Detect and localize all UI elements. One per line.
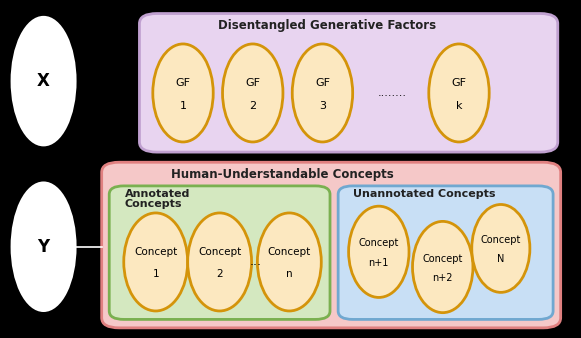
Ellipse shape [12,183,76,311]
Text: ........: ........ [378,88,407,98]
FancyBboxPatch shape [338,186,553,319]
Text: 1: 1 [152,269,159,279]
Ellipse shape [124,213,188,311]
FancyBboxPatch shape [139,14,558,152]
Ellipse shape [223,44,283,142]
Text: Disentangled Generative Factors: Disentangled Generative Factors [218,19,436,32]
Ellipse shape [257,213,321,311]
Text: n: n [286,269,293,279]
Text: n+2: n+2 [432,273,453,283]
Text: 3: 3 [319,101,326,111]
Text: 2: 2 [249,101,256,111]
Ellipse shape [153,44,213,142]
Text: Concept: Concept [268,247,311,258]
Ellipse shape [188,213,252,311]
Ellipse shape [429,44,489,142]
Text: Y: Y [38,238,49,256]
Text: ...: ... [250,256,261,268]
Text: k: k [456,101,462,111]
Text: Unannotated Concepts: Unannotated Concepts [353,189,496,199]
FancyBboxPatch shape [102,162,561,328]
Text: 1: 1 [180,101,187,111]
Ellipse shape [292,44,353,142]
FancyBboxPatch shape [109,186,330,319]
Text: Concept: Concept [422,254,463,264]
Text: N: N [497,254,504,264]
Text: GF: GF [175,78,191,88]
Text: Concept: Concept [480,235,521,245]
Text: Concepts: Concepts [125,199,182,210]
Text: Annotated: Annotated [125,189,191,199]
Text: X: X [37,72,50,90]
Text: Human-Understandable Concepts: Human-Understandable Concepts [171,168,394,180]
Ellipse shape [472,204,530,292]
Text: n+1: n+1 [368,258,389,268]
Text: Concept: Concept [198,247,241,258]
Ellipse shape [413,221,473,313]
Text: Concept: Concept [134,247,177,258]
Text: GF: GF [315,78,330,88]
Ellipse shape [349,206,409,297]
Ellipse shape [12,17,76,145]
Text: GF: GF [451,78,467,88]
Text: GF: GF [245,78,260,88]
Text: 2: 2 [216,269,223,279]
Text: Concept: Concept [358,238,399,248]
